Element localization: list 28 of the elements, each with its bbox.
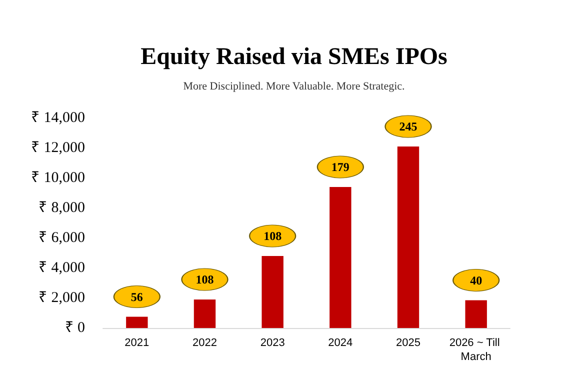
bar <box>262 256 284 328</box>
annotation: 108 <box>196 272 214 286</box>
bar <box>194 300 216 328</box>
y-tick-label: ₹ 8,000 <box>38 200 85 216</box>
y-tick-label: ₹ 6,000 <box>38 230 85 246</box>
annotation: 179 <box>331 160 350 174</box>
annotation: 108 <box>264 229 282 243</box>
x-tick-label: 2026 ~ Till March <box>449 337 503 363</box>
x-tick-label: 2021 <box>124 337 150 349</box>
y-tick-label: ₹ 4,000 <box>38 260 85 276</box>
annotation: 40 <box>470 273 482 288</box>
y-tick-label: ₹ 0 <box>64 320 85 336</box>
x-tick-label: 2024 <box>328 337 353 349</box>
x-tick-label: 2023 <box>260 337 285 349</box>
bar <box>465 300 487 328</box>
chart-title: Equity Raised via SMEs IPOs <box>140 44 448 70</box>
x-tick-label: 2025 <box>396 337 420 349</box>
chart-subtitle: More Disciplined. More Valuable. More Strategic. <box>183 80 406 92</box>
annotation: 56 <box>130 290 143 304</box>
y-tick-label: ₹ 12,000 <box>31 140 85 156</box>
y-tick-label: ₹ 2,000 <box>38 290 85 306</box>
y-tick-label: ₹ 14,000 <box>31 110 85 126</box>
annotation: 245 <box>399 120 418 134</box>
x-tick-label: 2022 <box>192 337 217 349</box>
bar <box>126 316 148 328</box>
bar <box>330 187 352 328</box>
bar <box>397 146 420 328</box>
y-tick-label: ₹ 10,000 <box>31 170 85 186</box>
